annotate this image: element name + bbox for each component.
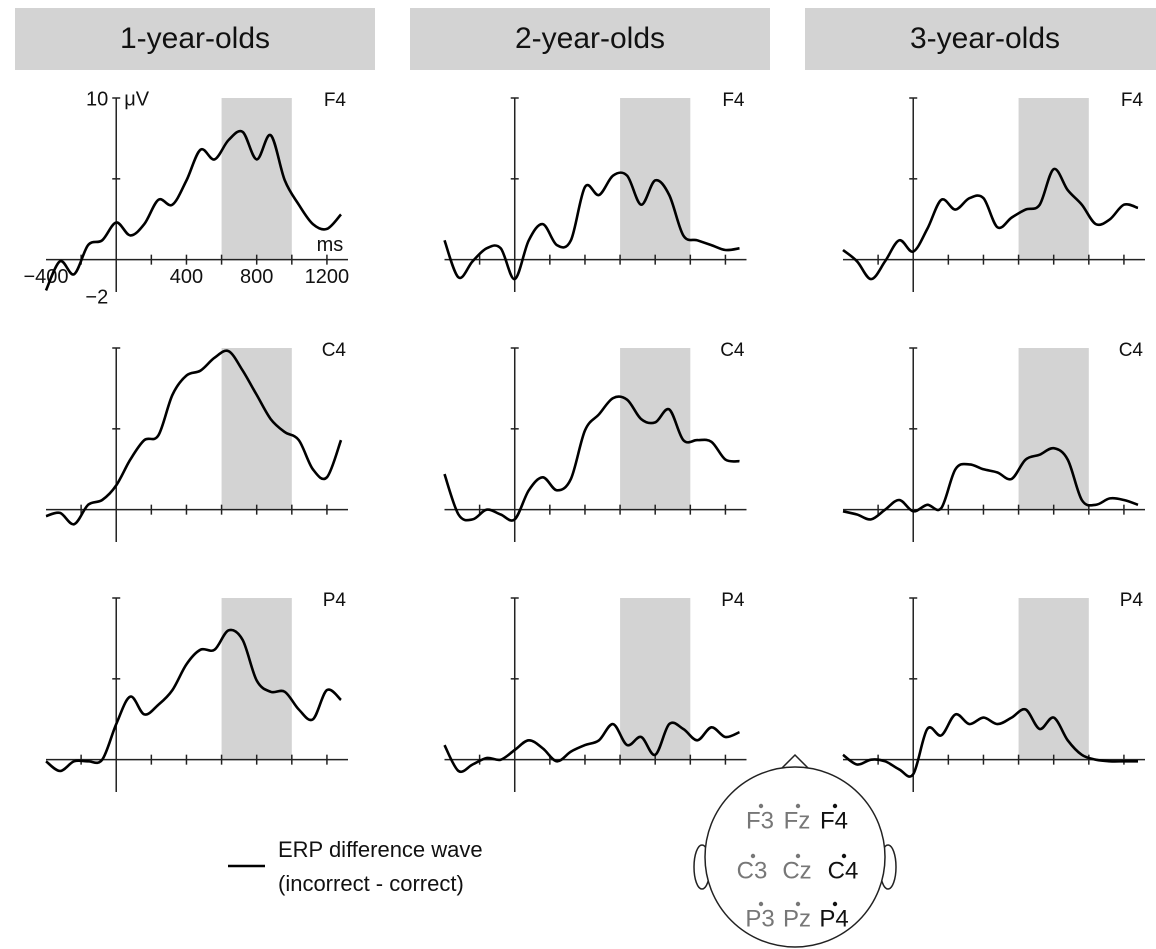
erp-wave xyxy=(46,351,341,525)
y-tick-label: −2 xyxy=(85,286,108,308)
highlight-window xyxy=(1019,98,1089,260)
panel: C4 xyxy=(843,340,1145,542)
x-tick-label: 400 xyxy=(170,266,203,288)
panel: P4 xyxy=(46,590,348,792)
figure: 1-year-olds−400400800120010−2μVmsF42-yea… xyxy=(0,0,1156,949)
highlight-window xyxy=(620,348,690,510)
column-title: 3-year-olds xyxy=(910,22,1060,55)
electrode-label: P3 xyxy=(745,905,774,932)
electrode-label: Cz xyxy=(782,857,811,884)
electrode-label: P4 xyxy=(1120,590,1144,611)
x-tick-label: −400 xyxy=(23,266,68,288)
electrode-label: C4 xyxy=(1119,340,1144,361)
erp-wave xyxy=(843,169,1138,279)
electrode-label: F4 xyxy=(324,90,347,111)
erp-wave xyxy=(445,397,740,521)
x-tick-label: 800 xyxy=(240,266,273,288)
electrode-label: C4 xyxy=(828,857,859,884)
y-tick-label: 10 xyxy=(86,88,108,110)
legend-text: (incorrect - correct) xyxy=(278,871,464,896)
electrode-label: F3 xyxy=(746,807,774,834)
erp-wave xyxy=(843,709,1138,776)
electrode-label: F4 xyxy=(820,807,848,834)
panel: 2-year-olds F4 xyxy=(410,8,770,292)
electrode-label: Pz xyxy=(783,905,811,932)
erp-wave xyxy=(46,630,341,771)
electrode-label: P4 xyxy=(323,590,347,611)
electrode-label: F4 xyxy=(1121,90,1144,111)
y-unit: μV xyxy=(124,88,150,110)
electrode-label: F4 xyxy=(722,90,745,111)
highlight-window xyxy=(620,98,690,260)
electrode-label: C4 xyxy=(720,340,745,361)
highlight-window xyxy=(1019,598,1089,760)
highlight-window xyxy=(1019,348,1089,510)
electrode-label: P4 xyxy=(819,905,848,932)
electrode-label: P4 xyxy=(721,590,745,611)
erp-wave xyxy=(445,173,740,280)
column-title: 1-year-olds xyxy=(120,22,270,55)
column-title: 2-year-olds xyxy=(515,22,665,55)
panel: 1-year-olds −400 400 800 1200 10 −2 μV ms F4 xyxy=(15,8,375,308)
panel: C4 xyxy=(445,340,747,542)
nose xyxy=(782,755,808,768)
erp-wave xyxy=(843,448,1138,519)
electrode-label: C4 xyxy=(322,340,347,361)
panel: 3-year-olds F4 xyxy=(805,8,1156,292)
panel: P4 xyxy=(843,590,1145,792)
electrode-label: Fz xyxy=(784,807,811,834)
legend-text: ERP difference wave xyxy=(278,837,483,862)
panel: C4 xyxy=(46,340,348,542)
panel: P4 xyxy=(445,590,747,792)
highlight-window xyxy=(620,598,690,760)
electrode-label: C3 xyxy=(737,857,768,884)
x-tick-label: 1200 xyxy=(305,266,350,288)
erp-wave xyxy=(445,723,740,772)
highlight-window xyxy=(222,98,292,260)
x-unit: ms xyxy=(317,234,344,256)
